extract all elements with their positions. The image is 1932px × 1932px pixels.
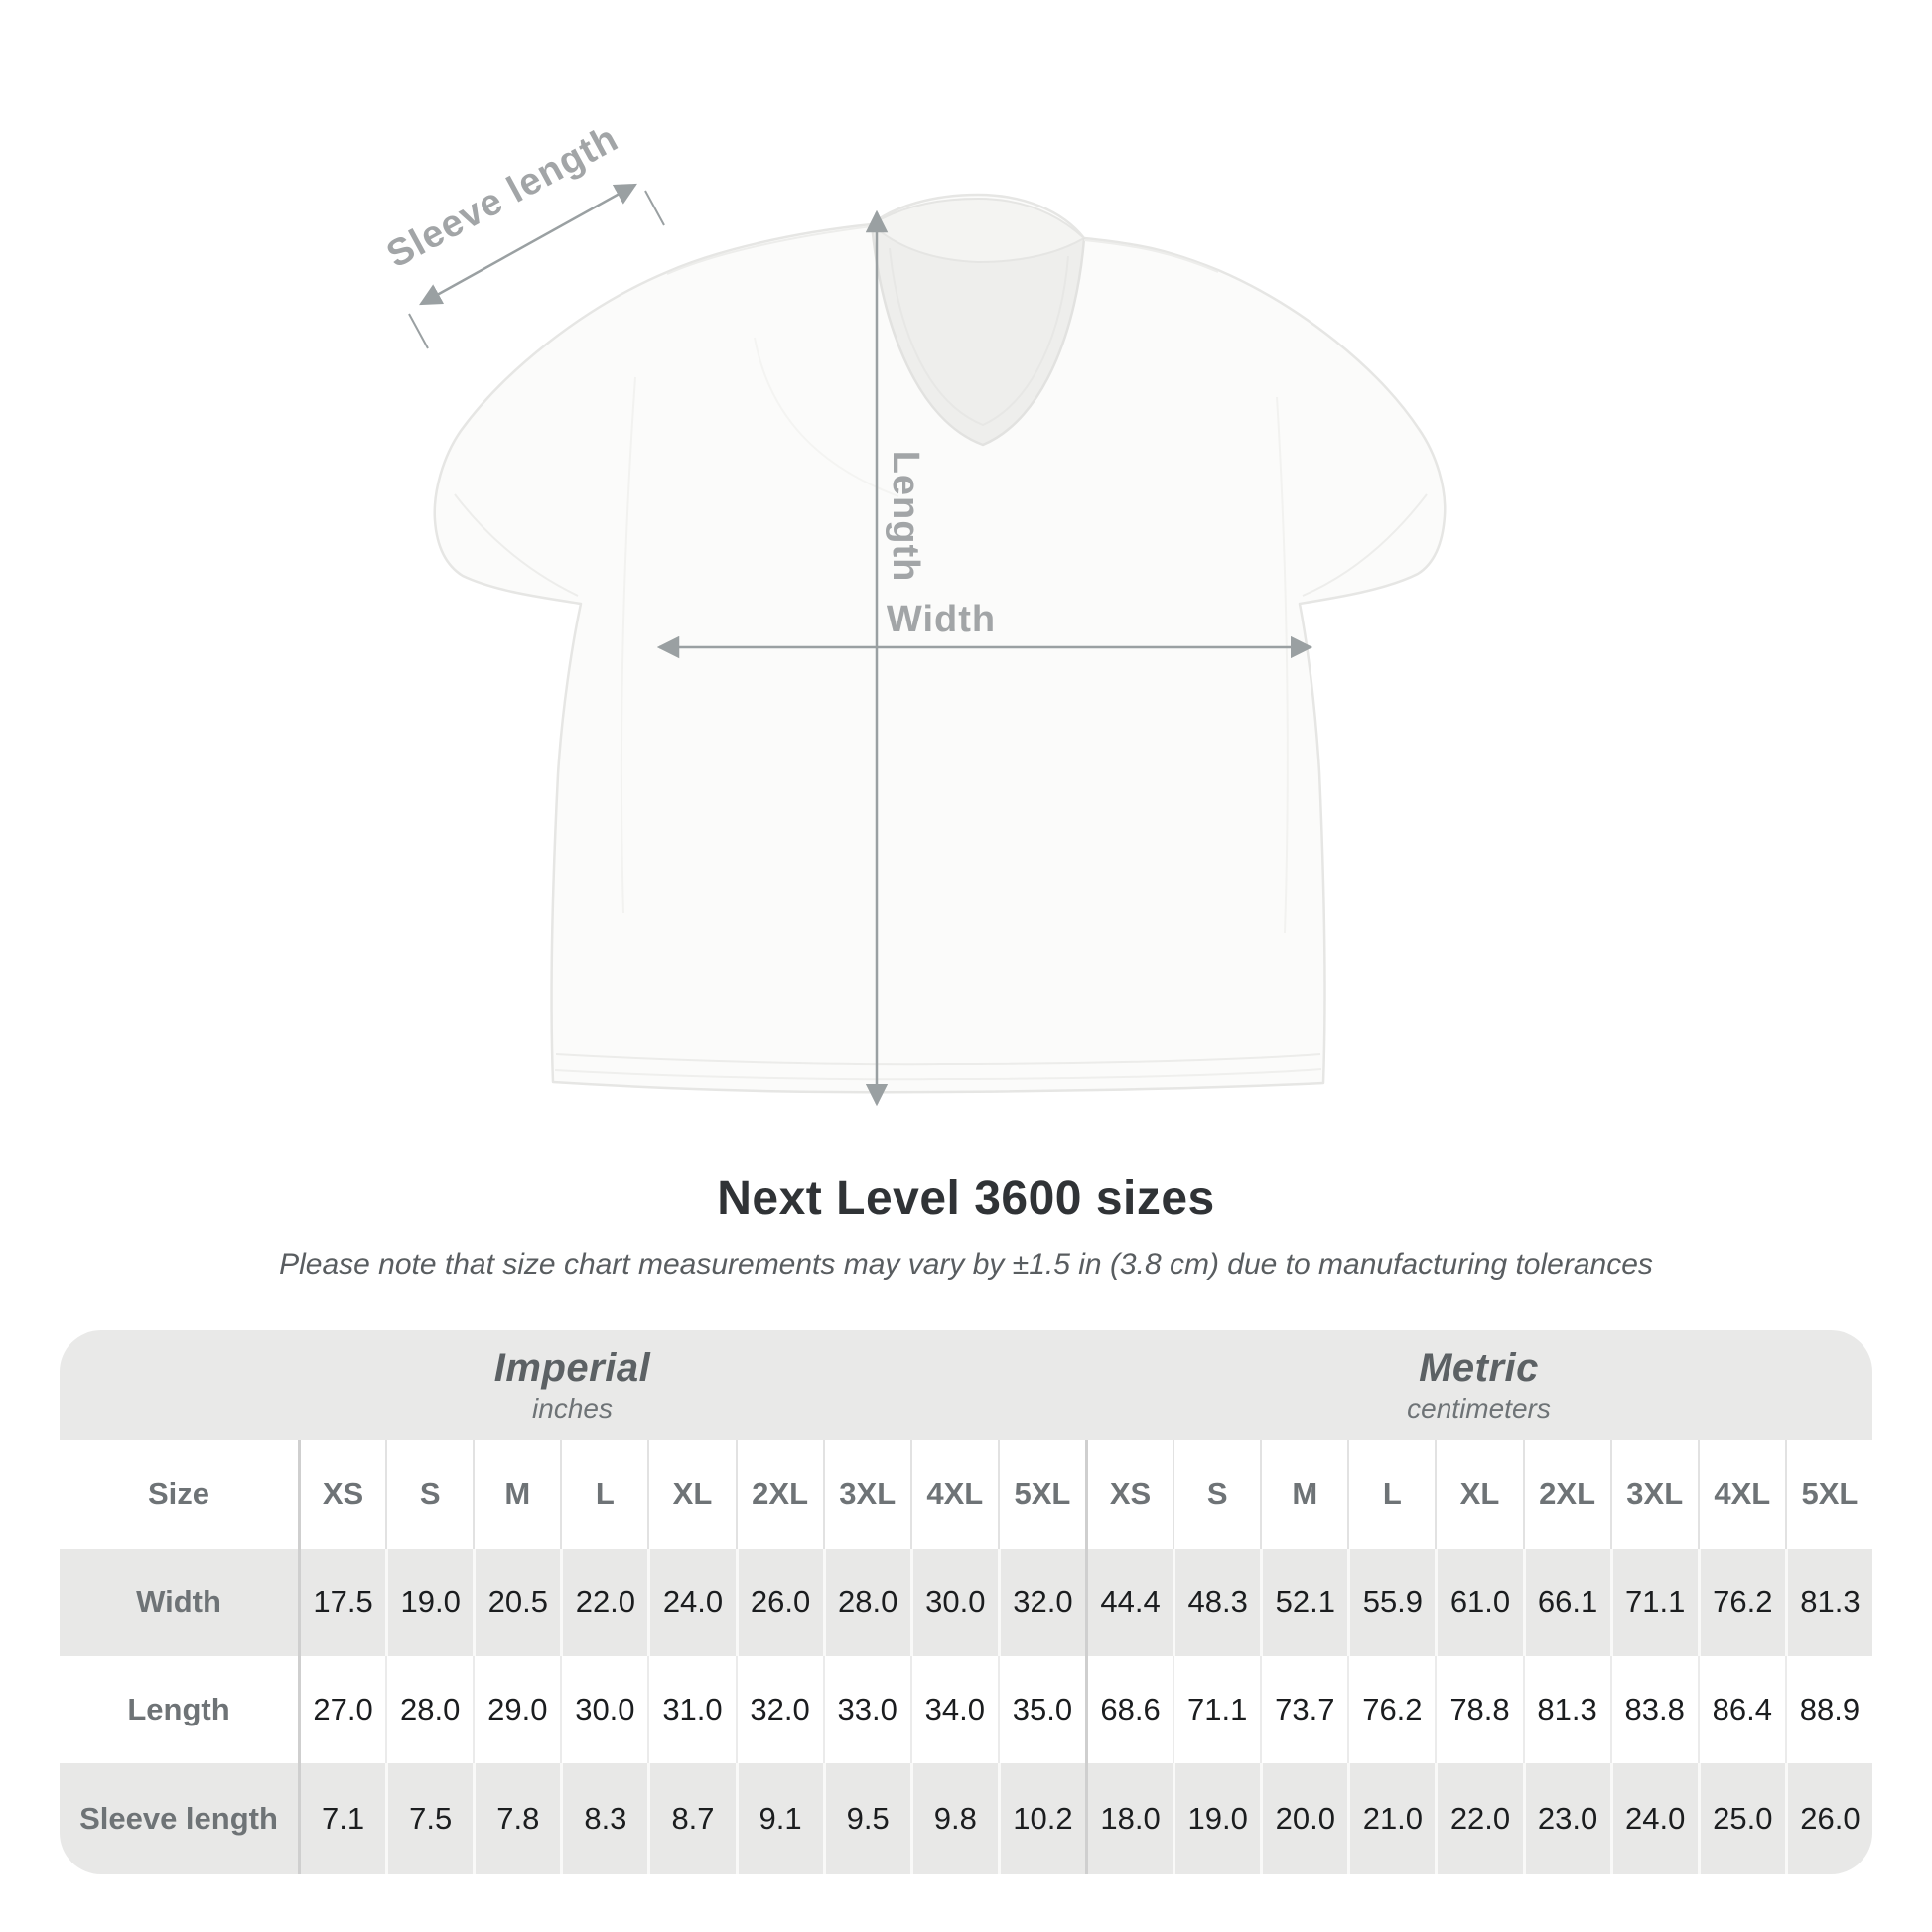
sleeve-length-arrow (408, 183, 665, 349)
row-label: Sleeve length (60, 1763, 298, 1874)
size-header-metric: 4XL (1697, 1440, 1785, 1549)
value-cell-imperial: 30.0 (560, 1656, 648, 1763)
value-cell-metric: 71.1 (1609, 1549, 1698, 1656)
value-cell-metric: 22.0 (1435, 1763, 1523, 1874)
value-cell-imperial: 22.0 (560, 1549, 648, 1656)
size-header-metric: L (1347, 1440, 1436, 1549)
page-title: Next Level 3600 sizes (717, 1173, 1215, 1225)
value-cell-imperial: 26.0 (735, 1549, 823, 1656)
size-header-metric: S (1173, 1440, 1261, 1549)
value-cell-metric: 48.3 (1173, 1549, 1261, 1656)
value-cell-imperial: 10.2 (997, 1763, 1085, 1874)
row-label: Length (60, 1656, 298, 1763)
imperial-sublabel: inches (532, 1392, 613, 1424)
value-cell-metric: 78.8 (1435, 1656, 1523, 1763)
size-header-metric: XL (1435, 1440, 1523, 1549)
value-cell-imperial: 27.0 (298, 1656, 386, 1763)
size-header-imperial: S (385, 1440, 474, 1549)
value-cell-metric: 86.4 (1697, 1656, 1785, 1763)
size-header-imperial: XS (298, 1440, 386, 1549)
value-cell-imperial: 9.5 (822, 1763, 910, 1874)
tshirt-diagram-svg: Sleeve length Length Width (380, 117, 1447, 1107)
value-cell-metric: 81.3 (1784, 1549, 1872, 1656)
value-cell-metric: 71.1 (1173, 1656, 1261, 1763)
value-cell-metric: 21.0 (1347, 1763, 1436, 1874)
tshirt-diagram: Sleeve length Length Width (380, 117, 1447, 1107)
size-header-imperial: 4XL (909, 1440, 998, 1549)
value-cell-imperial: 29.0 (473, 1656, 561, 1763)
value-cell-metric: 20.0 (1260, 1763, 1348, 1874)
value-cell-imperial: 30.0 (909, 1549, 998, 1656)
size-grid: Size XS S M L XL 2XL 3XL 4XL 5XL XS S M L XL 2XL 3XL 4XL 5… (60, 1440, 1872, 1874)
collar (870, 197, 1086, 447)
width-label: Width (887, 599, 996, 640)
metric-sublabel: centimeters (1407, 1392, 1551, 1424)
metric-label: Metric (1419, 1345, 1539, 1390)
value-cell-metric: 81.3 (1522, 1656, 1610, 1763)
value-cell-imperial: 31.0 (647, 1656, 736, 1763)
unit-header-imperial: Imperial inches (60, 1330, 1085, 1440)
value-cell-imperial: 9.8 (909, 1763, 998, 1874)
value-cell-metric: 68.6 (1085, 1656, 1173, 1763)
value-cell-metric: 55.9 (1347, 1549, 1436, 1656)
size-header-imperial: M (473, 1440, 561, 1549)
size-header-metric: XS (1085, 1440, 1173, 1549)
size-header-metric: 2XL (1522, 1440, 1610, 1549)
value-cell-metric: 73.7 (1260, 1656, 1348, 1763)
value-cell-metric: 26.0 (1784, 1763, 1872, 1874)
value-cell-imperial: 7.1 (298, 1763, 386, 1874)
size-header-imperial: 2XL (735, 1440, 823, 1549)
unit-header-band: Imperial inches Metric centimeters (60, 1330, 1872, 1440)
value-cell-imperial: 19.0 (385, 1549, 474, 1656)
value-cell-metric: 52.1 (1260, 1549, 1348, 1656)
value-cell-metric: 83.8 (1609, 1656, 1698, 1763)
unit-header-metric: Metric centimeters (1085, 1330, 1872, 1440)
imperial-label: Imperial (493, 1345, 651, 1390)
size-header-imperial: XL (647, 1440, 736, 1549)
value-cell-metric: 24.0 (1609, 1763, 1698, 1874)
length-label: Length (885, 451, 926, 583)
tshirt-graphic (433, 193, 1447, 1094)
value-cell-metric: 18.0 (1085, 1763, 1173, 1874)
size-header-metric: 5XL (1784, 1440, 1872, 1549)
value-cell-imperial: 8.7 (647, 1763, 736, 1874)
value-cell-imperial: 7.8 (473, 1763, 561, 1874)
value-cell-imperial: 34.0 (909, 1656, 998, 1763)
value-cell-imperial: 28.0 (385, 1656, 474, 1763)
value-cell-imperial: 33.0 (822, 1656, 910, 1763)
value-cell-metric: 88.9 (1784, 1656, 1872, 1763)
value-cell-imperial: 24.0 (647, 1549, 736, 1656)
size-table: Imperial inches Metric centimeters Size X… (60, 1330, 1872, 1874)
value-cell-metric: 61.0 (1435, 1549, 1523, 1656)
size-header-metric: 3XL (1609, 1440, 1698, 1549)
value-cell-imperial: 8.3 (560, 1763, 648, 1874)
size-column-header: Size (60, 1440, 298, 1549)
value-cell-imperial: 28.0 (822, 1549, 910, 1656)
value-cell-metric: 23.0 (1522, 1763, 1610, 1874)
value-cell-metric: 76.2 (1347, 1656, 1436, 1763)
size-header-imperial: 5XL (997, 1440, 1085, 1549)
value-cell-metric: 44.4 (1085, 1549, 1173, 1656)
size-header-imperial: L (560, 1440, 648, 1549)
size-header-imperial: 3XL (822, 1440, 910, 1549)
value-cell-metric: 25.0 (1697, 1763, 1785, 1874)
value-cell-imperial: 20.5 (473, 1549, 561, 1656)
size-header-metric: M (1260, 1440, 1348, 1549)
value-cell-imperial: 32.0 (997, 1549, 1085, 1656)
tolerance-note: Please note that size chart measurements… (279, 1248, 1653, 1281)
value-cell-metric: 19.0 (1173, 1763, 1261, 1874)
value-cell-imperial: 35.0 (997, 1656, 1085, 1763)
value-cell-imperial: 17.5 (298, 1549, 386, 1656)
sleeve-length-label: Sleeve length (380, 117, 625, 276)
value-cell-metric: 76.2 (1697, 1549, 1785, 1656)
value-cell-imperial: 32.0 (735, 1656, 823, 1763)
row-label: Width (60, 1549, 298, 1656)
value-cell-metric: 66.1 (1522, 1549, 1610, 1656)
value-cell-imperial: 9.1 (735, 1763, 823, 1874)
value-cell-imperial: 7.5 (385, 1763, 474, 1874)
